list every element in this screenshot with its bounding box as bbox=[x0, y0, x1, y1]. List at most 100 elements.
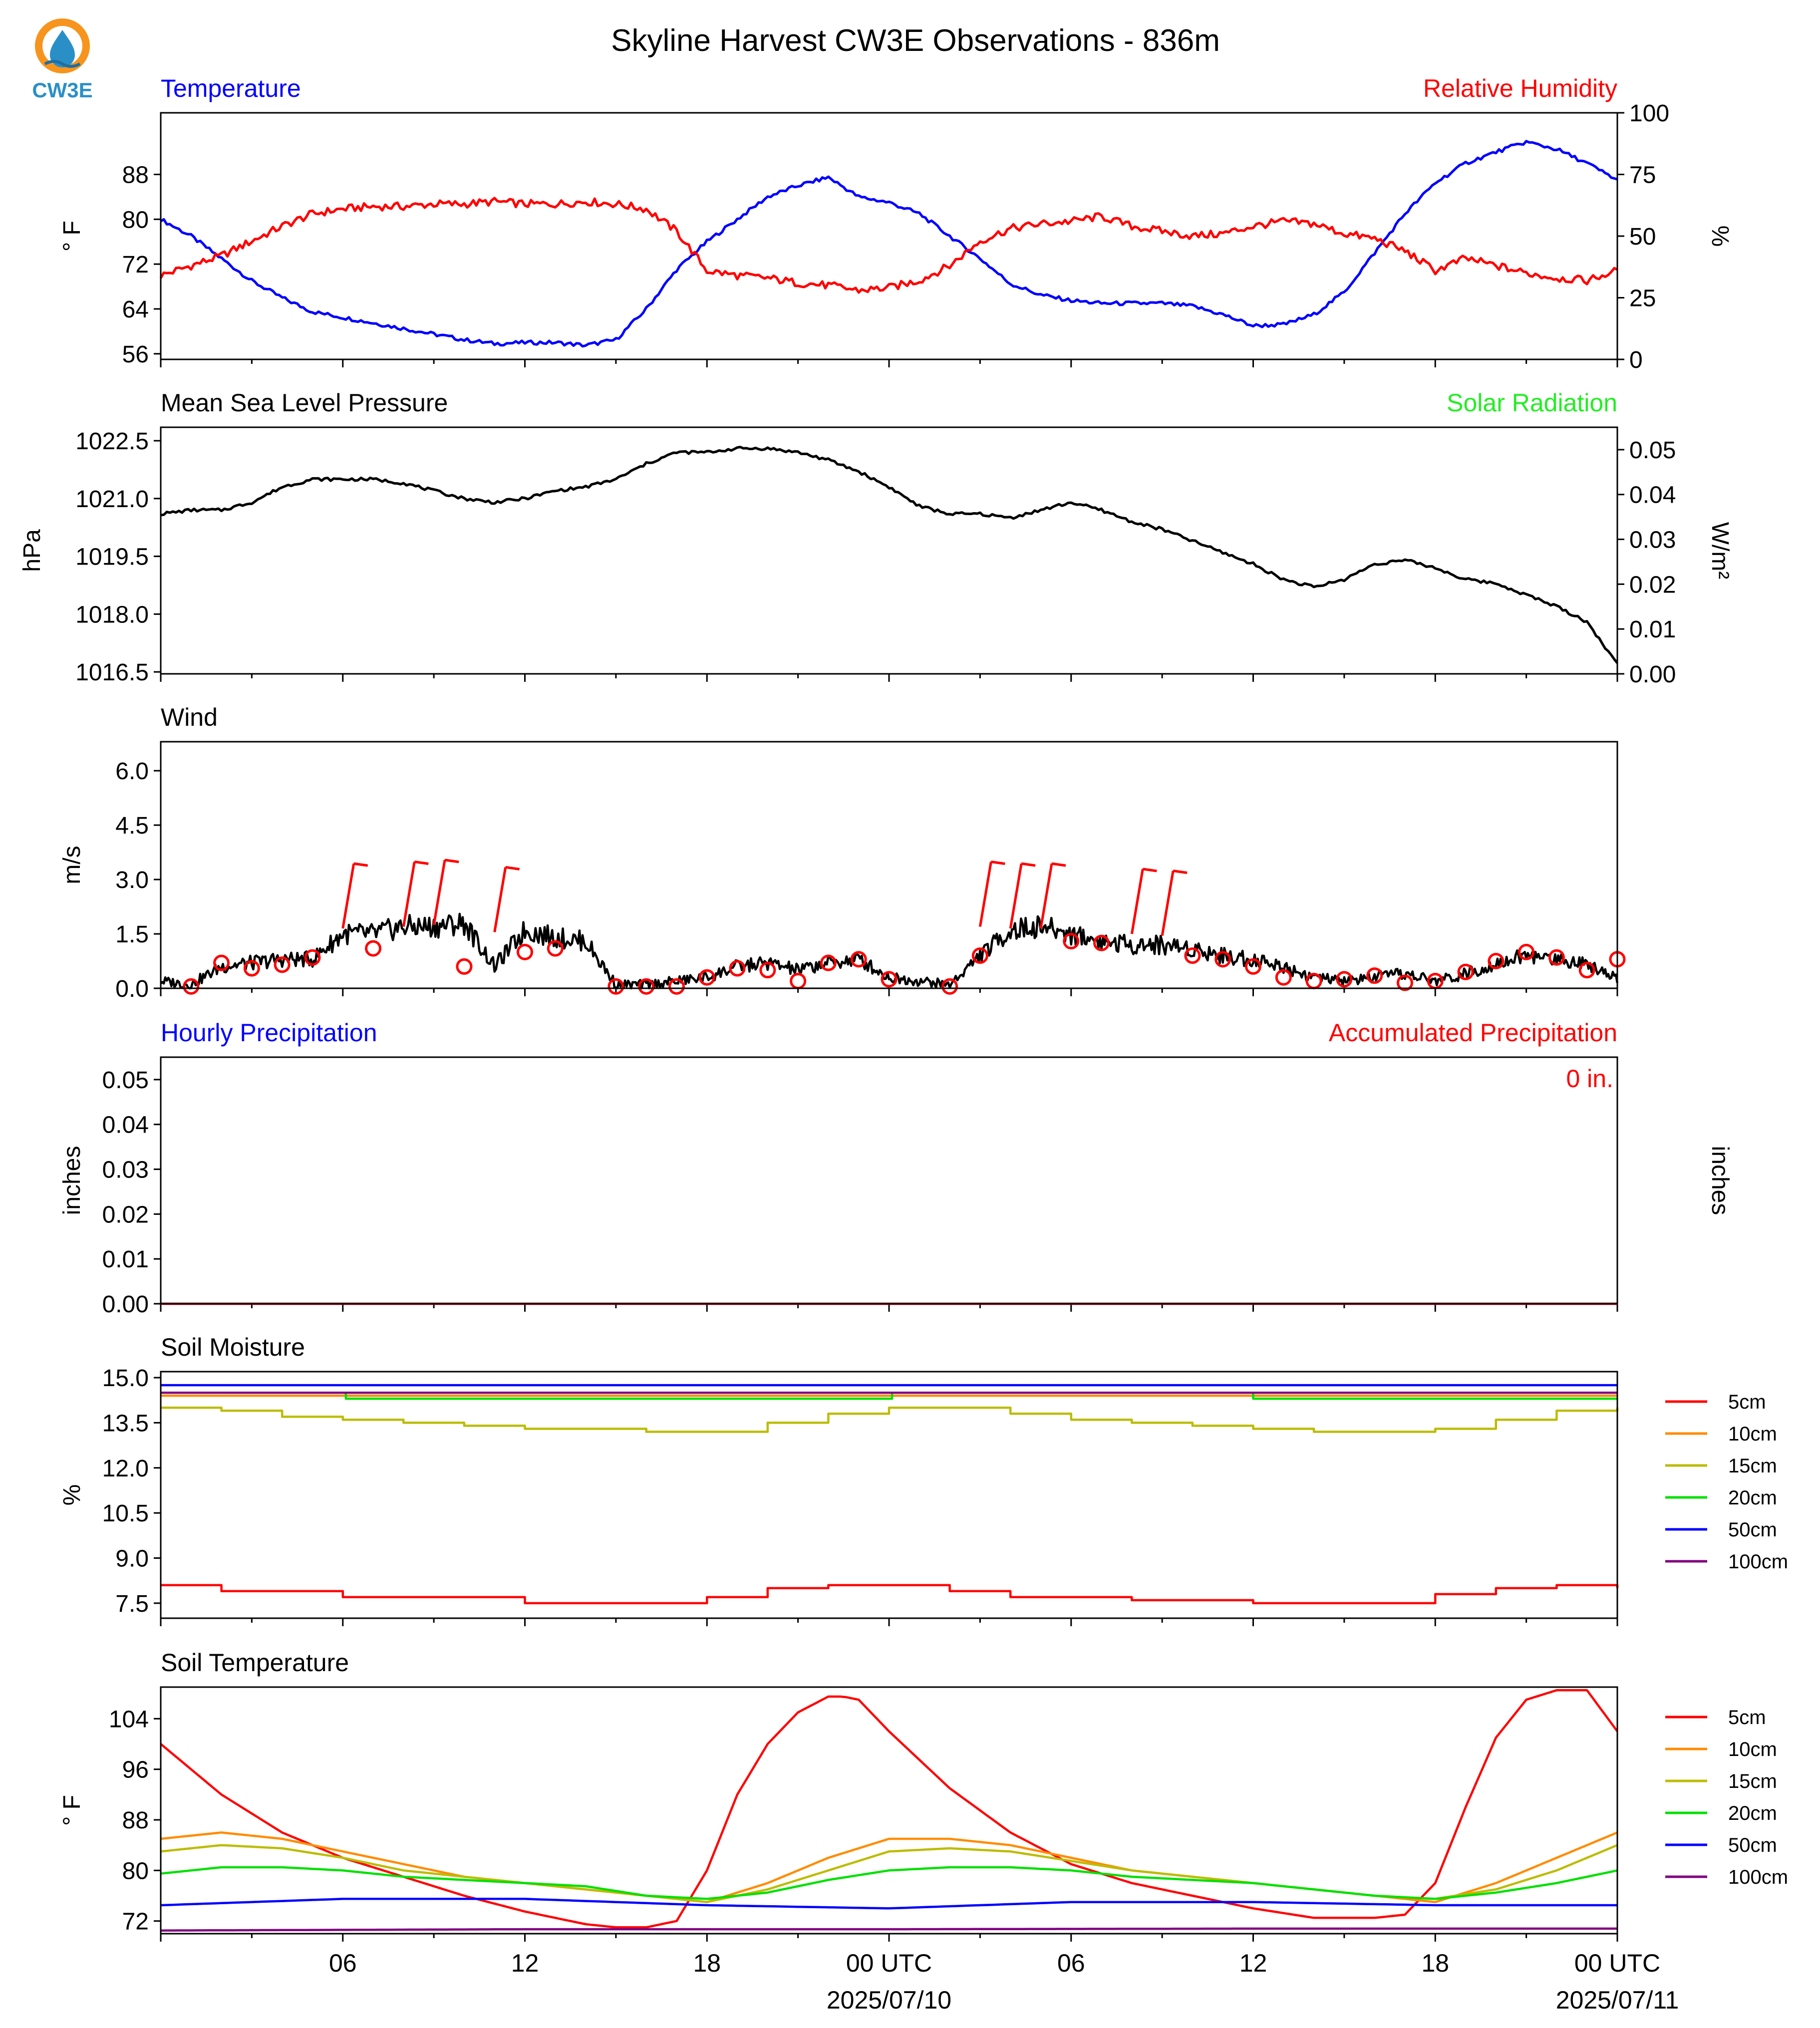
panel-soil_temperature: Soil Temperature 72 80 88 96 104 ° F 5cm 10cm 15c… bbox=[59, 1649, 1788, 1942]
calm-wind-marker bbox=[1518, 943, 1535, 960]
calm-wind-marker bbox=[1336, 971, 1353, 988]
y-tick-label-right: 0.04 bbox=[1629, 482, 1676, 509]
legend-label: 20cm bbox=[1728, 1487, 1777, 1509]
y-axis-label-right: W/m² bbox=[1707, 522, 1733, 579]
calm-wind-marker bbox=[941, 978, 958, 995]
calm-wind-marker bbox=[1245, 958, 1261, 975]
y-tick-label: 72 bbox=[122, 252, 149, 278]
y-axis-label: ° F bbox=[59, 1795, 85, 1826]
y-tick-label: 0.00 bbox=[102, 1291, 149, 1318]
y-axis-label-right: % bbox=[1707, 226, 1733, 247]
calm-wind-marker bbox=[304, 949, 321, 966]
y-axis-label: m/s bbox=[59, 846, 85, 884]
calm-wind-marker bbox=[1548, 949, 1565, 966]
y-tick-label-right: 0.05 bbox=[1629, 437, 1676, 464]
panel-precip: Hourly Precipitation Accumulated Precipit… bbox=[59, 1019, 1733, 1318]
y-axis-label: hPa bbox=[19, 529, 45, 572]
series-line-10cm bbox=[160, 1831, 1618, 1903]
calm-wind-marker bbox=[638, 978, 655, 995]
y-tick-label: 88 bbox=[122, 162, 149, 189]
y-tick-label-right: 0.03 bbox=[1629, 527, 1676, 554]
wind-barb-flag bbox=[505, 866, 520, 870]
y-tick-label: 0.0 bbox=[115, 976, 149, 1002]
series-line-mean-sea-level-pressure bbox=[160, 446, 1618, 664]
calm-wind-marker bbox=[759, 962, 776, 979]
wind-barb bbox=[432, 860, 446, 925]
calm-wind-marker bbox=[517, 943, 533, 960]
legend-label: 10cm bbox=[1728, 1423, 1777, 1445]
y-tick-label: 0.02 bbox=[102, 1201, 149, 1228]
calm-wind-marker bbox=[971, 947, 988, 964]
x-tick-label: 18 bbox=[1421, 1949, 1449, 1977]
calm-wind-marker bbox=[820, 954, 837, 971]
y-tick-label: 6.0 bbox=[115, 758, 149, 785]
legend-label: 100cm bbox=[1728, 1551, 1788, 1573]
calm-wind-marker bbox=[1063, 933, 1080, 950]
x-tick-label: 18 bbox=[693, 1949, 721, 1977]
calm-wind-marker bbox=[456, 958, 473, 975]
panel-title-right: Relative Humidity bbox=[1423, 74, 1617, 102]
series-line-relative-humidity bbox=[159, 197, 1618, 294]
y-tick-label-right: 25 bbox=[1629, 286, 1656, 312]
y-tick-label-right: 50 bbox=[1629, 224, 1656, 250]
y-tick-label: 80 bbox=[122, 1858, 149, 1884]
panel-title-right: Solar Radiation bbox=[1447, 389, 1617, 417]
calm-wind-marker bbox=[881, 971, 898, 988]
calm-wind-marker bbox=[1366, 967, 1383, 984]
x-tick-label: 12 bbox=[1239, 1949, 1267, 1977]
calm-wind-marker bbox=[183, 978, 200, 995]
calm-wind-marker bbox=[1214, 951, 1231, 968]
legend-label: 10cm bbox=[1728, 1738, 1777, 1760]
calm-wind-marker bbox=[698, 969, 715, 986]
wind-barb bbox=[1161, 870, 1175, 936]
panel-soil_moisture: Soil Moisture 7.5 9.0 10.5 12.0 13.5 15.0% 5cm 1… bbox=[59, 1333, 1788, 1626]
y-tick-label: 88 bbox=[122, 1807, 149, 1834]
calm-wind-marker bbox=[790, 972, 807, 989]
series-line-15cm bbox=[161, 1407, 1619, 1433]
calm-wind-marker bbox=[607, 978, 624, 995]
x-tick-label: 00 UTC bbox=[846, 1949, 932, 1977]
cw3e-logo: CW3E bbox=[32, 18, 93, 102]
panels: Temperature Relative Humidity 56 64 72 80 88 0 2… bbox=[19, 74, 1788, 2014]
y-tick-label: 1.5 bbox=[115, 921, 149, 948]
series-line-20cm bbox=[160, 1866, 1618, 1900]
series-line-wind-speed bbox=[160, 912, 1619, 990]
y-tick-label-right: 0 bbox=[1629, 347, 1643, 373]
x-tick-label: 06 bbox=[329, 1949, 357, 1977]
series-line-100cm bbox=[160, 1927, 1617, 1932]
calm-wind-marker bbox=[850, 951, 867, 968]
accumulated-total-label: 0 in. bbox=[1566, 1065, 1613, 1093]
panel-title-left: Hourly Precipitation bbox=[161, 1019, 377, 1047]
y-tick-label: 13.5 bbox=[102, 1410, 149, 1437]
y-tick-label: 96 bbox=[122, 1757, 149, 1783]
wind-barb-flag bbox=[1051, 862, 1066, 867]
x-tick-label: 00 UTC bbox=[1574, 1949, 1660, 1977]
legend-label: 50cm bbox=[1728, 1834, 1777, 1856]
y-tick-label-right: 100 bbox=[1629, 100, 1669, 127]
y-tick-label-right: 0.00 bbox=[1629, 661, 1676, 688]
wind-barb bbox=[402, 862, 416, 927]
y-tick-label: 7.5 bbox=[115, 1591, 149, 1617]
y-tick-label: 0.01 bbox=[102, 1246, 149, 1273]
legend-label: 15cm bbox=[1728, 1770, 1777, 1792]
legend-label: 100cm bbox=[1728, 1866, 1788, 1888]
wind-barb-flag bbox=[414, 861, 429, 865]
series-line-temperature bbox=[160, 140, 1618, 348]
calm-wind-marker bbox=[1275, 969, 1292, 986]
y-tick-label: 72 bbox=[122, 1909, 149, 1935]
logo-drop-icon bbox=[50, 30, 75, 67]
y-tick-label: 1018.0 bbox=[75, 601, 149, 628]
x-tick-label: 12 bbox=[511, 1949, 539, 1977]
plot-frame bbox=[160, 112, 1618, 360]
panel-wind: Wind 0.0 1.5 3.0 4.5 6.0 m/s bbox=[59, 703, 1626, 1002]
wind-barb bbox=[978, 862, 992, 927]
y-tick-label: 10.5 bbox=[102, 1500, 149, 1527]
wind-barb-flag bbox=[444, 859, 459, 864]
legend-label: 15cm bbox=[1728, 1455, 1777, 1477]
y-tick-label-right: 0.02 bbox=[1629, 572, 1676, 598]
calm-wind-marker bbox=[365, 940, 382, 957]
x-date-label: 2025/07/11 bbox=[1556, 1986, 1679, 2014]
y-tick-label: 0.05 bbox=[102, 1067, 149, 1094]
y-tick-label-right: 75 bbox=[1629, 162, 1656, 189]
